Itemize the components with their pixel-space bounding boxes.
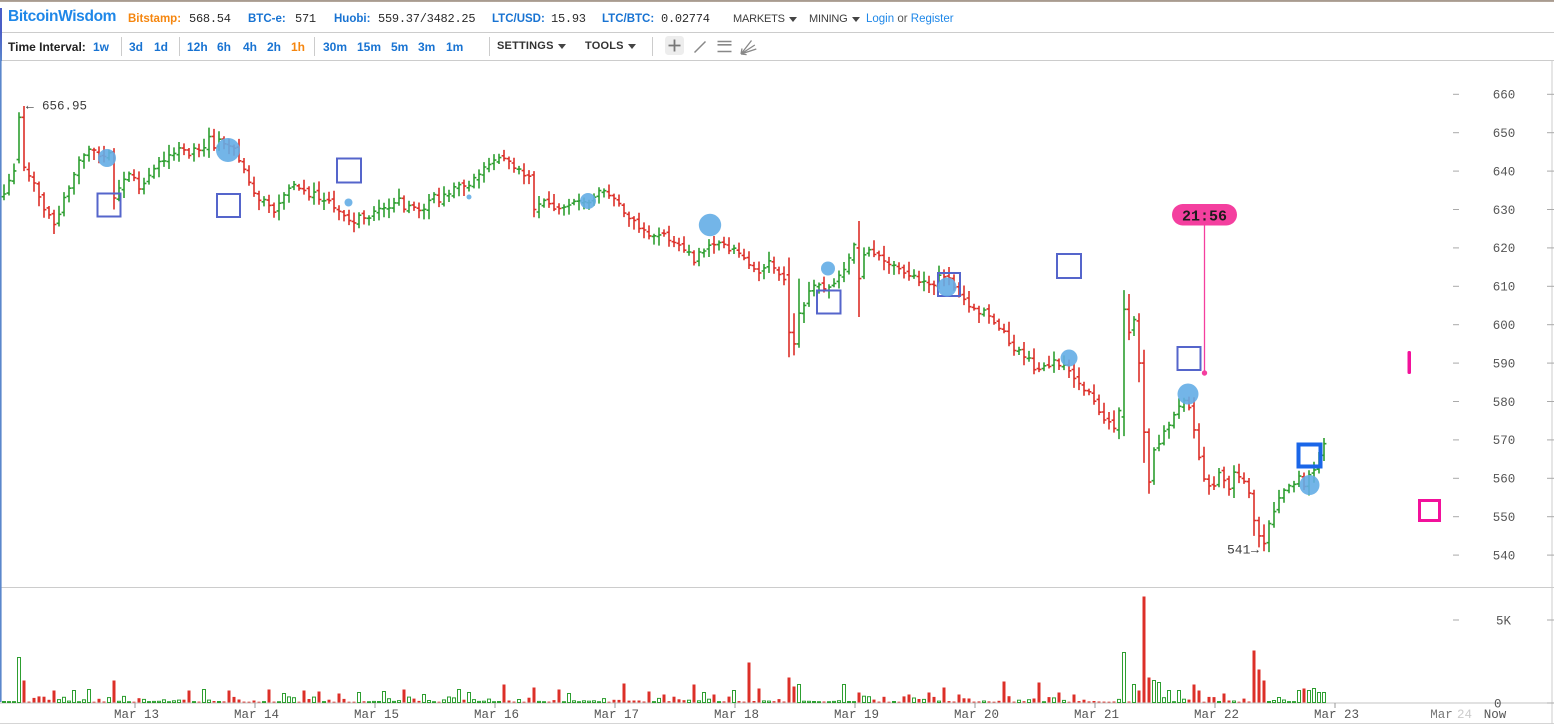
svg-text:0: 0 bbox=[1494, 697, 1502, 711]
svg-text:5K: 5K bbox=[1496, 615, 1512, 629]
svg-text:560: 560 bbox=[1493, 473, 1516, 487]
svg-text:541: 541 bbox=[1227, 543, 1251, 558]
svg-text:Mar 17: Mar 17 bbox=[594, 708, 639, 722]
svg-text:Mar 19: Mar 19 bbox=[834, 708, 879, 722]
svg-text:610: 610 bbox=[1493, 281, 1516, 295]
svg-text:Mar 16: Mar 16 bbox=[474, 708, 519, 722]
svg-text:640: 640 bbox=[1493, 165, 1516, 179]
svg-text:Mar 21: Mar 21 bbox=[1074, 708, 1119, 722]
svg-text:570: 570 bbox=[1493, 434, 1516, 448]
svg-text:Mar 22: Mar 22 bbox=[1194, 708, 1239, 722]
svg-text:21:56: 21:56 bbox=[1182, 209, 1227, 226]
svg-text:→: → bbox=[1251, 543, 1259, 558]
svg-text:550: 550 bbox=[1493, 511, 1516, 525]
svg-text:←: ← bbox=[26, 99, 34, 114]
svg-text:650: 650 bbox=[1493, 127, 1516, 141]
svg-text:590: 590 bbox=[1493, 357, 1516, 371]
svg-text:24: 24 bbox=[1457, 708, 1472, 722]
svg-text:Mar 20: Mar 20 bbox=[954, 708, 999, 722]
svg-text:620: 620 bbox=[1493, 242, 1516, 256]
svg-text:Mar 23: Mar 23 bbox=[1314, 708, 1359, 722]
svg-text:Now: Now bbox=[1484, 708, 1507, 722]
svg-text:Mar 18: Mar 18 bbox=[714, 708, 759, 722]
svg-text:656.95: 656.95 bbox=[42, 100, 87, 114]
svg-text:Mar 13: Mar 13 bbox=[114, 708, 159, 722]
svg-text:600: 600 bbox=[1493, 319, 1516, 333]
svg-text:630: 630 bbox=[1493, 204, 1516, 218]
svg-text:Mar 14: Mar 14 bbox=[234, 708, 279, 722]
svg-text:Mar 15: Mar 15 bbox=[354, 708, 399, 722]
svg-text:540: 540 bbox=[1493, 549, 1516, 563]
svg-text:660: 660 bbox=[1493, 89, 1516, 103]
svg-text:Mar: Mar bbox=[1430, 708, 1453, 722]
svg-text:580: 580 bbox=[1493, 396, 1516, 410]
